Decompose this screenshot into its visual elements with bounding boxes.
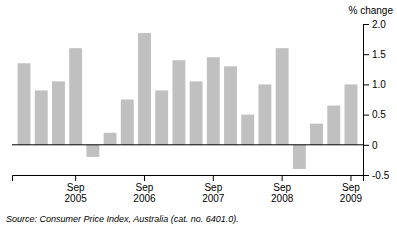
bar [18,63,31,145]
bar [276,48,289,145]
bar [121,100,134,145]
x-tick: Sep2008 [271,175,294,204]
bar [138,33,151,145]
source-note: Source: Consumer Price Index, Australia … [6,214,239,224]
y-tick-mark [363,54,369,55]
y-label: % change [349,5,394,16]
y-tick-mark [363,115,369,116]
bar [172,60,185,145]
y-tick-label: 1.0 [372,79,386,90]
y-tick-mark [363,145,369,146]
y-tick-label: -0.5 [372,170,390,181]
bar [69,48,82,145]
bar [52,81,65,144]
y-axis-line [364,25,370,176]
x-tick-mark [144,175,145,181]
bar [310,124,323,145]
x-tick-mark [282,175,283,181]
bar [35,90,48,144]
x-tick: Sep2009 [340,175,363,204]
x-tick-label: Sep2007 [202,182,225,204]
y-tick-label: 0.5 [372,109,386,120]
x-tick-label: Sep2006 [133,182,156,204]
y-tick: 0 [363,140,378,151]
zero-line [12,144,363,145]
plot: -0.500.51.01.52.0Sep2005Sep2006Sep2007Se… [12,19,390,204]
y-tick-label: 0 [372,140,378,151]
x-tick-label: Sep2009 [340,182,363,204]
x-tick-mark [75,175,76,181]
x-tick-mark [213,175,214,181]
chart: -0.500.51.01.52.0Sep2005Sep2006Sep2007Se… [0,0,397,227]
y-tick-label: 1.5 [372,49,386,60]
x-axis: Sep2005 Sep2006 Sep2007 Sep2008 Sep2009 [13,175,364,204]
bar [104,133,117,145]
y-tick-mark [363,84,369,85]
bar [155,90,168,144]
y-tick: 1.0 [363,79,386,90]
bar [293,145,306,169]
y-tick-label: 2.0 [372,19,386,30]
y-tick: 1.5 [363,49,386,60]
bar [327,106,340,145]
y-tick: 0.5 [363,109,386,120]
bar [258,84,271,144]
x-tick: Sep2007 [202,175,225,204]
x-axis-line [13,176,364,182]
x-tick: Sep2006 [133,175,156,204]
x-tick: Sep2005 [65,175,88,204]
y-tick: 2.0 [363,19,386,30]
bar [86,145,99,157]
bar [190,81,203,144]
bar [345,84,358,144]
x-tick-label: Sep2005 [65,182,88,204]
x-tick-mark [350,175,351,181]
bar [224,66,237,145]
bars [12,33,363,169]
y-tick-mark [363,24,369,25]
bar [207,57,220,145]
y-axis: -0.5 0 0.5 1.0 1.5 2.0 [363,19,390,181]
bar [241,115,254,145]
y-tick: -0.5 [363,170,390,181]
x-tick-label: Sep2008 [271,182,294,204]
